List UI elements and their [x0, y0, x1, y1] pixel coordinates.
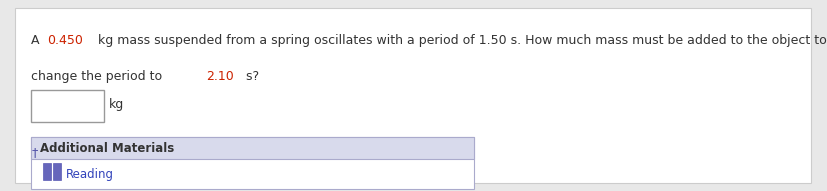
Text: 0.450: 0.450: [47, 34, 84, 47]
Text: kg mass suspended from a spring oscillates with a period of 1.50 s. How much mas: kg mass suspended from a spring oscillat…: [93, 34, 825, 47]
Text: †: †: [31, 146, 38, 159]
Text: Additional Materials: Additional Materials: [40, 142, 174, 155]
Text: s?: s?: [241, 70, 259, 83]
FancyBboxPatch shape: [31, 137, 474, 189]
Text: kg: kg: [109, 98, 124, 111]
FancyBboxPatch shape: [31, 90, 104, 122]
Text: 2.10: 2.10: [206, 70, 233, 83]
Text: Reading: Reading: [65, 168, 113, 181]
FancyBboxPatch shape: [43, 163, 51, 180]
FancyBboxPatch shape: [15, 8, 810, 183]
Text: change the period to: change the period to: [31, 70, 166, 83]
Text: A: A: [31, 34, 44, 47]
FancyBboxPatch shape: [53, 163, 61, 180]
FancyBboxPatch shape: [31, 137, 474, 159]
